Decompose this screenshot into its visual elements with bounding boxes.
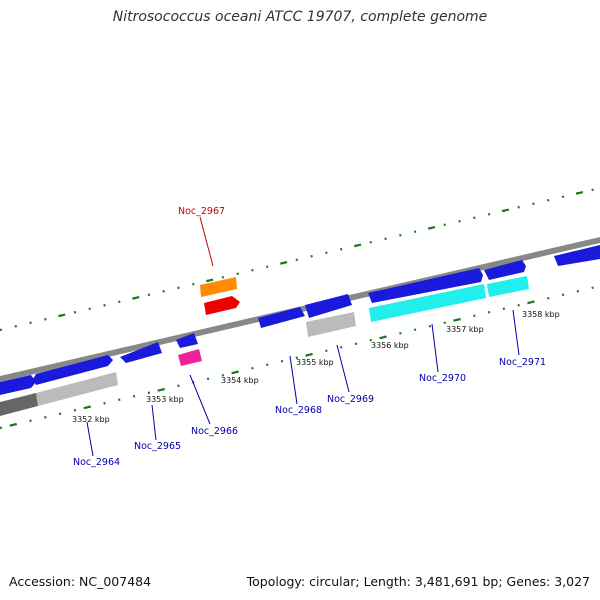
scale-labels: 3352 kbp 3353 kbp 3354 kbp 3355 kbp 3356… [72, 310, 560, 424]
feature-blue-1 [0, 375, 36, 395]
feature-darkgray [0, 393, 38, 416]
gene-label[interactable]: Noc_2967 [178, 206, 225, 217]
feature-blue-5 [258, 307, 305, 328]
gene-label[interactable]: Noc_2966 [191, 426, 238, 437]
scale-label: 3356 kbp [371, 341, 409, 350]
feature-blue-7 [368, 268, 483, 303]
feature-blue-3 [120, 342, 162, 363]
gene-label[interactable]: Noc_2964 [73, 457, 120, 468]
feature-blue-4 [176, 333, 198, 348]
gene-labels: Noc_2967 Noc_2964 Noc_2965 Noc_2966 Noc_… [73, 206, 546, 468]
feature-pink [178, 349, 202, 366]
scale-label: 3354 kbp [221, 376, 259, 385]
gene-features [0, 245, 600, 416]
gene-label[interactable]: Noc_2965 [134, 441, 181, 452]
feature-cyan-1 [369, 284, 486, 322]
gene-label[interactable]: Noc_2969 [327, 394, 374, 405]
scale-label: 3358 kbp [522, 310, 560, 319]
topology-text: Topology: circular; Length: 3,481,691 bp… [246, 574, 590, 589]
scale-label: 3352 kbp [72, 415, 110, 424]
scale-label: 3357 kbp [446, 325, 484, 334]
feature-gray-1 [36, 372, 118, 406]
feature-blue-2 [33, 355, 113, 385]
scale-label: 3355 kbp [296, 358, 334, 367]
gene-label[interactable]: Noc_2970 [419, 373, 466, 384]
feature-red [204, 296, 240, 315]
feature-blue-6 [305, 294, 352, 318]
accession-text: Accession: NC_007484 [9, 574, 152, 589]
leader-lines [86, 216, 520, 457]
feature-blue-9 [554, 245, 600, 266]
scale-label: 3353 kbp [146, 395, 184, 404]
gene-label[interactable]: Noc_2968 [275, 405, 322, 416]
map-title: Nitrosococcus oceani ATCC 19707, complet… [112, 9, 488, 25]
feature-gray-2 [306, 312, 356, 337]
feature-blue-8 [484, 260, 526, 280]
gene-label[interactable]: Noc_2971 [499, 357, 546, 368]
feature-cyan-2 [487, 276, 529, 297]
feature-orange [200, 277, 237, 297]
